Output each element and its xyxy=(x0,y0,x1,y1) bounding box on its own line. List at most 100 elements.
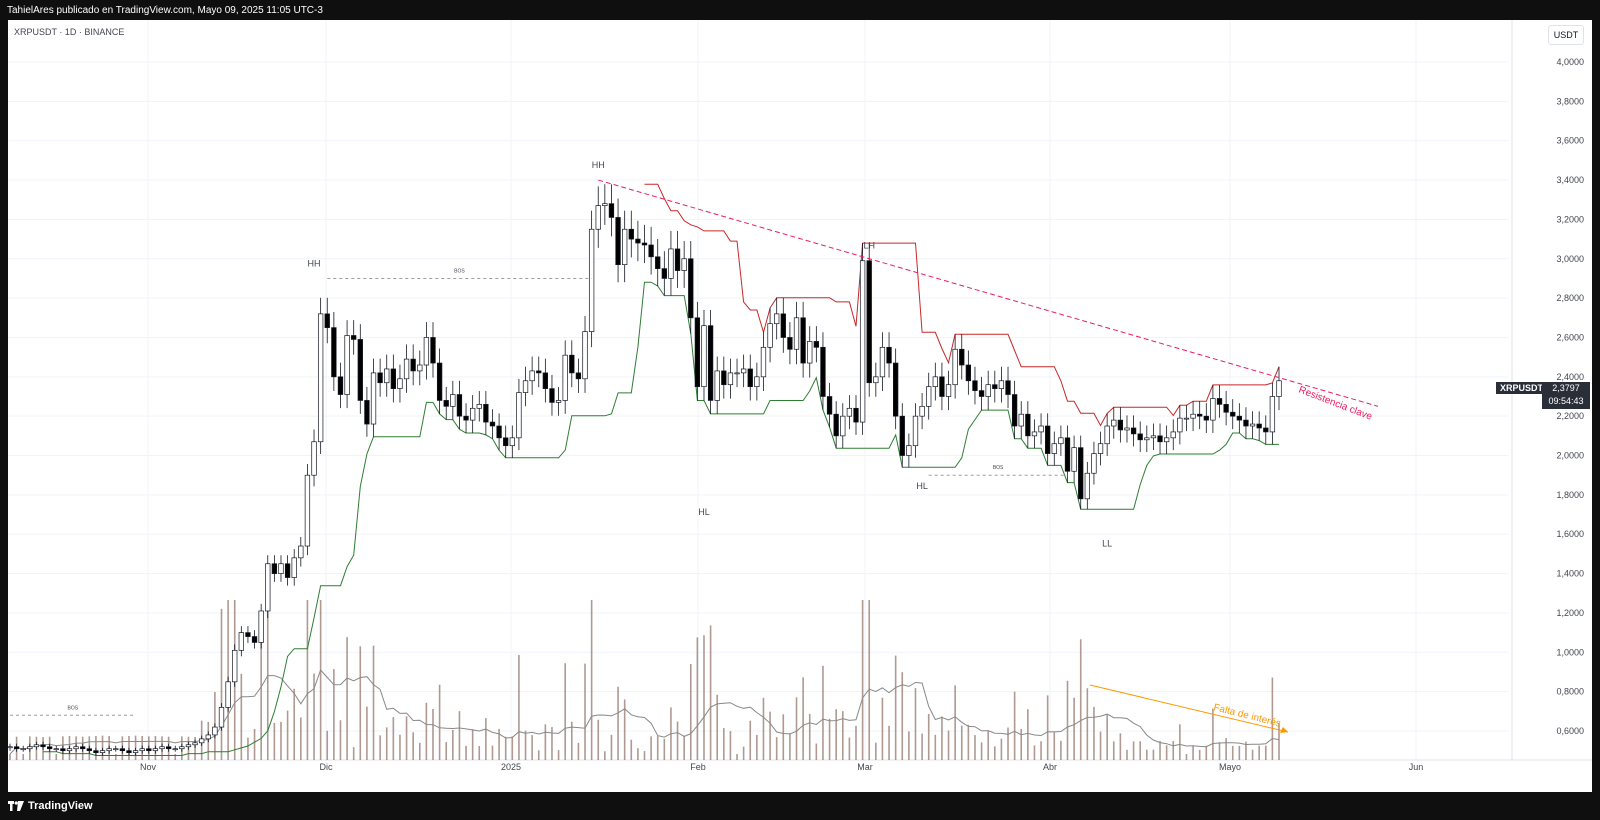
candle-body xyxy=(959,348,965,366)
candle-body xyxy=(1091,453,1097,474)
volume-bar xyxy=(789,733,791,760)
chart-panel[interactable]: 4,0000 3,8000 3,6000 3,4000 3,2000 3,0000 2,80… xyxy=(8,20,1592,792)
y-tick-label: 4,0000 xyxy=(1556,57,1584,67)
volume-bar xyxy=(1172,741,1175,760)
volume-bar xyxy=(828,718,831,760)
candle-body xyxy=(218,707,225,728)
x-tick-label: Abr xyxy=(1043,762,1057,772)
candle-body xyxy=(859,260,866,423)
volume-bar xyxy=(1099,731,1102,760)
volume-bar xyxy=(1093,706,1095,760)
candle-body xyxy=(1018,413,1024,427)
candle-body xyxy=(86,748,92,752)
price-value-box: 2,3797 09:54:43 xyxy=(1542,382,1590,409)
candle-body xyxy=(470,407,476,421)
candle-body xyxy=(1236,415,1242,421)
volume-bar xyxy=(617,686,619,760)
candle-body xyxy=(668,248,674,279)
candle-body xyxy=(886,346,892,364)
candle-body xyxy=(899,415,905,456)
volume-bar xyxy=(947,730,950,760)
volume-bar xyxy=(504,736,507,760)
volume-bar xyxy=(881,697,884,760)
volume-bar xyxy=(1245,741,1247,760)
event-label-lh: LH xyxy=(863,241,875,251)
candle-body xyxy=(826,396,833,415)
volume-bar xyxy=(392,717,395,760)
volume-bar xyxy=(445,742,448,760)
candle-body xyxy=(476,404,482,409)
candle-body xyxy=(655,256,661,269)
volume-bar xyxy=(260,616,262,760)
candle-body xyxy=(397,378,403,389)
volume-bar xyxy=(194,737,196,760)
volume-bar xyxy=(987,730,989,760)
candle-body xyxy=(608,203,615,218)
brand-name: TradingView xyxy=(28,800,93,812)
candle-body xyxy=(622,228,628,266)
y-tick-label: 2,2000 xyxy=(1556,411,1584,421)
candle-body xyxy=(27,746,33,750)
candle-body xyxy=(1078,447,1084,500)
candle-body xyxy=(873,376,879,384)
candle-body xyxy=(93,750,99,753)
volume-bar xyxy=(1205,745,1208,760)
candle-body xyxy=(1011,394,1018,427)
candle-body xyxy=(1137,433,1143,441)
volume-bar xyxy=(1086,688,1089,760)
candle-body xyxy=(179,746,185,750)
volume-bar xyxy=(1007,727,1009,760)
candle-body xyxy=(588,228,595,332)
candle-body xyxy=(370,372,377,425)
volume-bar xyxy=(894,655,897,760)
volume-bar xyxy=(465,745,467,760)
candle-body xyxy=(8,746,13,749)
candle-body xyxy=(364,400,370,425)
volume-bar xyxy=(650,736,652,760)
candle-body xyxy=(754,376,760,388)
y-tick-label: 2,6000 xyxy=(1556,332,1584,342)
candle-body xyxy=(740,368,747,374)
candle-body xyxy=(549,388,555,403)
y-tick-label: 1,2000 xyxy=(1556,608,1584,618)
volume-bar xyxy=(359,646,362,760)
candle-body xyxy=(146,748,152,752)
candle-body xyxy=(542,372,549,389)
chart-svg[interactable]: 4,0000 3,8000 3,6000 3,4000 3,2000 3,0000 2,80… xyxy=(8,20,1592,792)
candle-body xyxy=(73,746,79,750)
volume-bar xyxy=(1212,708,1214,760)
volume-bar xyxy=(643,751,646,760)
y-tick-label: 1,4000 xyxy=(1556,569,1584,579)
volume-bar xyxy=(306,600,309,760)
candle-body xyxy=(251,636,258,643)
candle-body xyxy=(351,335,357,340)
candle-body xyxy=(1249,423,1256,427)
volume-bar xyxy=(941,716,943,760)
volume-bar xyxy=(762,697,765,760)
volume-bar xyxy=(1013,691,1016,760)
volume-bar xyxy=(1251,749,1254,760)
candle-body xyxy=(760,346,767,378)
x-tick-label: Dic xyxy=(320,762,333,772)
candle-body xyxy=(152,748,159,752)
candle-body xyxy=(423,337,430,366)
candle-body xyxy=(205,734,211,740)
volume-bar xyxy=(544,724,547,760)
currency-button[interactable]: USDT xyxy=(1548,25,1584,45)
y-tick-label: 3,6000 xyxy=(1556,136,1584,146)
volume-bar xyxy=(55,754,58,760)
volume-bar xyxy=(795,697,798,760)
event-label-hl: HL xyxy=(916,481,928,491)
candle-body xyxy=(595,205,601,230)
candle-body xyxy=(840,415,846,437)
candle-body xyxy=(1210,398,1216,421)
volume-bar xyxy=(861,600,864,760)
candle-body xyxy=(1163,437,1170,443)
candle-body xyxy=(344,335,350,395)
candle-body xyxy=(813,341,819,348)
volume-bar xyxy=(1079,639,1082,760)
candle-body xyxy=(483,404,489,423)
candle-body xyxy=(113,748,119,751)
candle-body xyxy=(139,748,145,752)
